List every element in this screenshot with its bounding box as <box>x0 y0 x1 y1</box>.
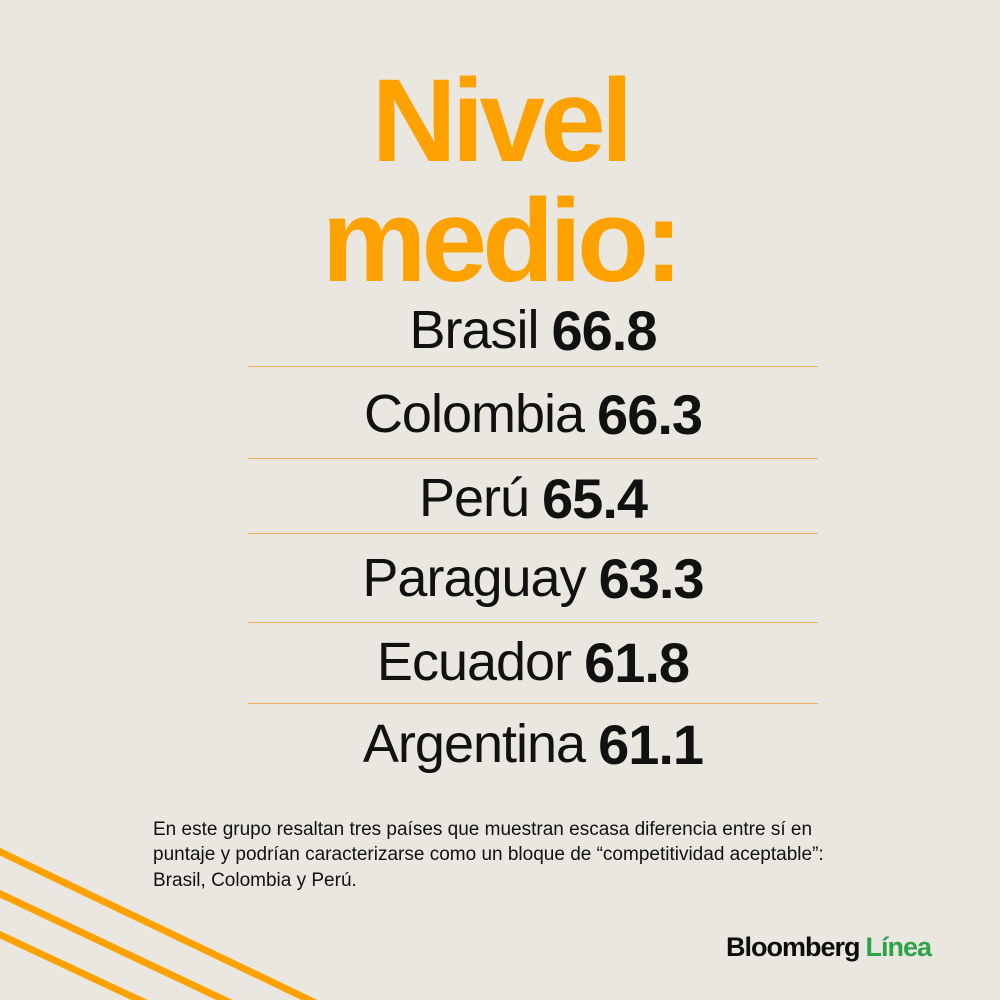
stripe-1 <box>0 847 318 1000</box>
brand-logo: Bloomberg Línea <box>726 932 933 963</box>
country-name: Argentina <box>362 714 586 774</box>
country-score: 61.1 <box>598 712 704 776</box>
row-divider <box>248 366 818 367</box>
title-line-2: medio: <box>321 175 684 307</box>
ranking-row-argentina: Argentina 61.1 <box>248 712 818 776</box>
brand-name-linea: Línea <box>865 932 933 962</box>
country-name: Perú <box>418 468 530 528</box>
ranking-row-brasil: Brasil 66.8 <box>248 298 818 362</box>
row-divider <box>248 533 818 534</box>
row-divider <box>248 622 818 623</box>
description-text: En este grupo resaltan tres países que m… <box>153 819 824 891</box>
ranking-row-peru: Perú 65.4 <box>248 466 818 530</box>
row-divider <box>248 458 818 459</box>
title-line-1: Nivel <box>371 55 633 187</box>
ranking-row-colombia: Colombia 66.3 <box>248 382 818 446</box>
stripe-3 <box>0 930 148 1000</box>
country-score: 65.4 <box>542 466 648 530</box>
country-score: 61.8 <box>584 630 690 694</box>
row-divider <box>248 703 818 704</box>
country-name: Colombia <box>363 384 585 444</box>
country-score: 63.3 <box>598 546 705 610</box>
ranking-row-ecuador: Ecuador 61.8 <box>248 630 818 694</box>
brand-name-bloomberg: Bloomberg <box>726 932 861 962</box>
stripe-2 <box>0 889 233 1000</box>
ranking-row-paraguay: Paraguay 63.3 <box>248 546 818 610</box>
country-score: 66.8 <box>551 298 658 362</box>
country-score: 66.3 <box>597 382 703 446</box>
country-name: Brasil <box>409 300 539 360</box>
country-name: Paraguay <box>362 548 586 608</box>
country-name: Ecuador <box>376 632 572 692</box>
